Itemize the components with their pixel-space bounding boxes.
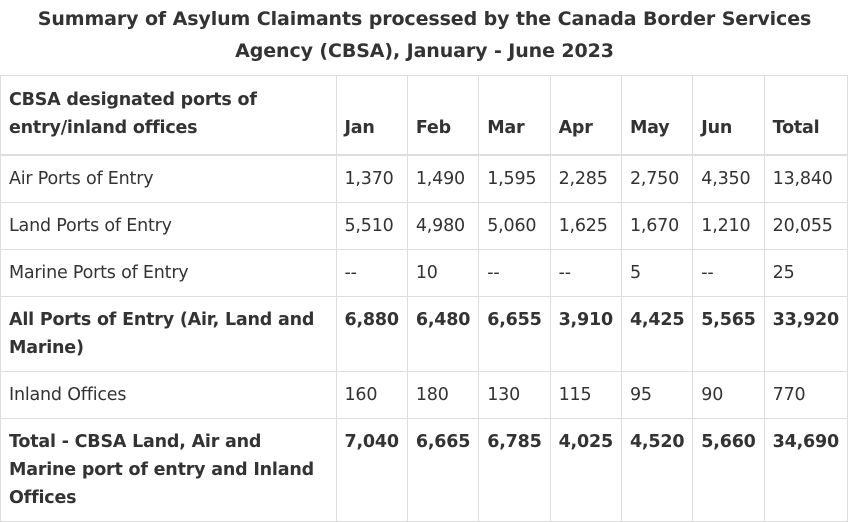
cell-feb: 6,480 bbox=[406, 296, 480, 372]
cell-jun: 1,210 bbox=[692, 202, 765, 250]
header-total: Total bbox=[763, 75, 849, 156]
table-row: Marine Ports of Entry -- 10 -- -- 5 -- 25 bbox=[0, 249, 849, 297]
cell-mar: -- bbox=[478, 249, 551, 297]
header-apr: Apr bbox=[549, 75, 622, 156]
table-title: Summary of Asylum Claimants processed by… bbox=[37, 8, 812, 62]
header-jun: Jun bbox=[692, 75, 765, 156]
cell-feb: 10 bbox=[406, 249, 480, 297]
header-may: May bbox=[620, 75, 694, 156]
cell-label: All Ports of Entry (Air, Land and Marine… bbox=[0, 296, 337, 372]
cell-label: Total - CBSA Land, Air and Marine port o… bbox=[0, 418, 337, 522]
cell-mar: 5,060 bbox=[478, 202, 551, 250]
cell-apr: 1,625 bbox=[549, 202, 622, 250]
cell-label: Land Ports of Entry bbox=[0, 202, 337, 250]
cell-apr: 4,025 bbox=[549, 418, 622, 522]
cell-total: 25 bbox=[763, 249, 849, 297]
cell-total: 34,690 bbox=[763, 418, 849, 522]
cell-mar: 130 bbox=[478, 371, 551, 419]
cell-jun: 90 bbox=[692, 371, 765, 419]
table-row: Air Ports of Entry 1,370 1,490 1,595 2,285 2,… bbox=[0, 154, 849, 203]
table-row: Inland Offices 160 180 130 115 95 90 770 bbox=[0, 371, 849, 419]
table-row: Land Ports of Entry 5,510 4,980 5,060 1,625 1… bbox=[0, 202, 849, 250]
cell-label: Air Ports of Entry bbox=[0, 154, 337, 203]
cell-may: 95 bbox=[620, 371, 694, 419]
header-mar: Mar bbox=[478, 75, 551, 156]
cell-apr: -- bbox=[549, 249, 622, 297]
cell-jun: 5,565 bbox=[692, 296, 765, 372]
cell-apr: 115 bbox=[549, 371, 622, 419]
cell-jun: -- bbox=[692, 249, 765, 297]
cell-feb: 4,980 bbox=[406, 202, 480, 250]
cell-total: 770 bbox=[763, 371, 849, 419]
cell-total: 20,055 bbox=[763, 202, 849, 250]
cell-total: 33,920 bbox=[763, 296, 849, 372]
header-ports: CBSA designated ports of entry/inland of… bbox=[0, 75, 337, 156]
cell-may: 4,520 bbox=[620, 418, 694, 522]
cell-jan: 6,880 bbox=[335, 296, 408, 372]
cell-apr: 3,910 bbox=[549, 296, 622, 372]
header-jan: Jan bbox=[335, 75, 408, 156]
cell-jan: 1,370 bbox=[335, 154, 408, 203]
cell-jan: 5,510 bbox=[335, 202, 408, 250]
table-body: Air Ports of Entry 1,370 1,490 1,595 2,285 2,… bbox=[0, 154, 849, 522]
cell-may: 5 bbox=[620, 249, 694, 297]
cell-feb: 1,490 bbox=[406, 154, 480, 203]
asylum-claimants-table: CBSA designated ports of entry/inland of… bbox=[0, 75, 849, 522]
cell-label: Marine Ports of Entry bbox=[0, 249, 337, 297]
cell-total: 13,840 bbox=[763, 154, 849, 203]
cell-apr: 2,285 bbox=[549, 154, 622, 203]
table-row: Total - CBSA Land, Air and Marine port o… bbox=[0, 418, 849, 522]
cell-mar: 6,655 bbox=[478, 296, 551, 372]
cell-jan: 7,040 bbox=[335, 418, 408, 522]
cell-feb: 6,665 bbox=[406, 418, 480, 522]
cell-label: Inland Offices bbox=[0, 371, 337, 419]
cell-mar: 1,595 bbox=[478, 154, 551, 203]
cell-may: 4,425 bbox=[620, 296, 694, 372]
cell-jun: 4,350 bbox=[692, 154, 765, 203]
table-row: All Ports of Entry (Air, Land and Marine… bbox=[0, 296, 849, 372]
cell-jun: 5,660 bbox=[692, 418, 765, 522]
cell-may: 1,670 bbox=[620, 202, 694, 250]
cell-feb: 180 bbox=[406, 371, 480, 419]
cell-jan: 160 bbox=[335, 371, 408, 419]
cell-may: 2,750 bbox=[620, 154, 694, 203]
header-row: CBSA designated ports of entry/inland of… bbox=[0, 75, 849, 156]
cell-jan: -- bbox=[335, 249, 408, 297]
header-feb: Feb bbox=[406, 75, 480, 156]
cell-mar: 6,785 bbox=[478, 418, 551, 522]
